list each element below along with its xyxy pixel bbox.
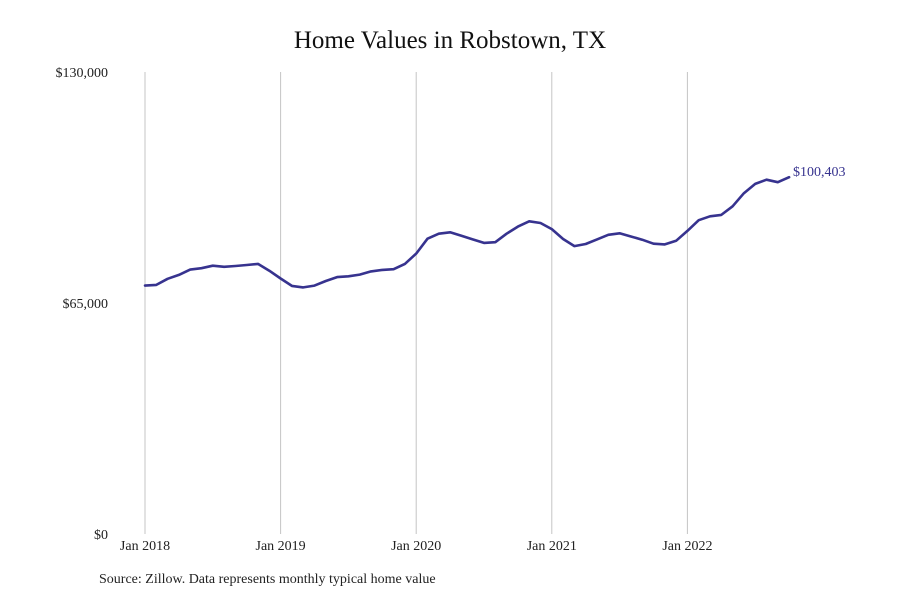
y-tick-label: $0 bbox=[94, 528, 108, 543]
home-value-line bbox=[143, 175, 791, 289]
chart-title: Home Values in Robstown, TX bbox=[293, 27, 607, 54]
y-tick-label: $130,000 bbox=[56, 66, 109, 81]
x-axis-labels: Jan 2018 Jan 2019 Jan 2020 Jan 2021 Jan 2022 bbox=[120, 539, 713, 554]
x-tick-label: Jan 2021 bbox=[527, 539, 577, 554]
source-note: Source: Zillow. Data represents monthly … bbox=[99, 572, 436, 587]
y-tick-label: $65,000 bbox=[63, 297, 109, 312]
x-tick-label: Jan 2019 bbox=[256, 539, 306, 554]
gridlines bbox=[144, 72, 688, 534]
latest-value-label: $100,403 bbox=[793, 165, 846, 180]
x-tick-label: Jan 2018 bbox=[120, 539, 170, 554]
x-tick-label: Jan 2022 bbox=[662, 539, 712, 554]
x-tick-label: Jan 2020 bbox=[391, 539, 441, 554]
y-axis-labels: $0 $65,000 $130,000 bbox=[56, 66, 109, 543]
